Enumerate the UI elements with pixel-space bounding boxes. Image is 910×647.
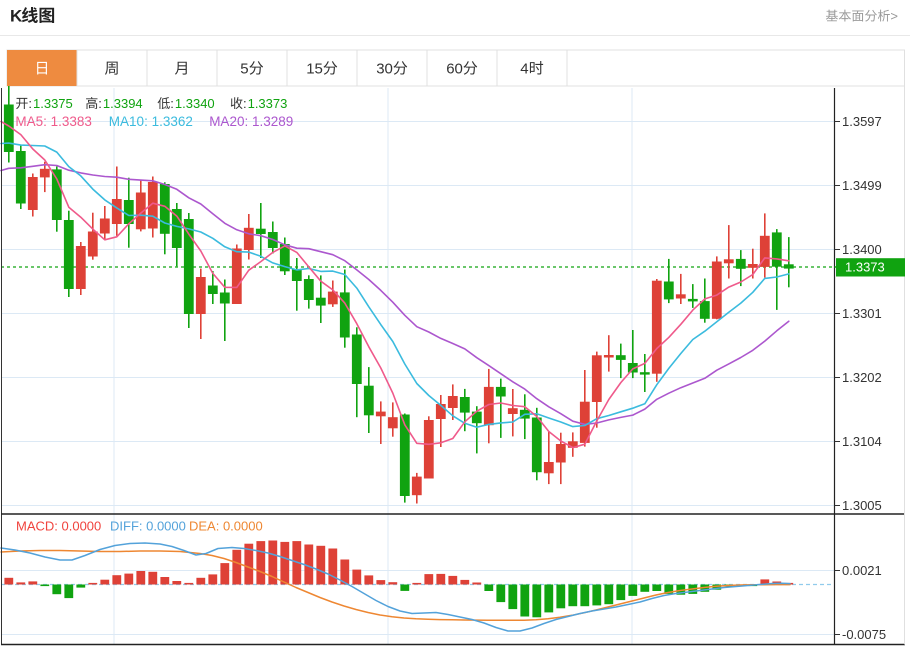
- svg-text::: :: [170, 96, 174, 111]
- svg-text::: :: [243, 96, 247, 111]
- svg-text:MA10: 1.3362: MA10: 1.3362: [109, 114, 193, 129]
- svg-text:0.0021: 0.0021: [842, 563, 882, 578]
- svg-text:DEA: 0.0000: DEA: 0.0000: [189, 519, 263, 534]
- svg-text:1.3301: 1.3301: [842, 306, 882, 321]
- svg-text:K: K: [10, 7, 23, 26]
- svg-text:MA20: 1.3289: MA20: 1.3289: [209, 114, 293, 129]
- svg-text:MA5: 1.3383: MA5: 1.3383: [15, 114, 92, 129]
- svg-text:1.3340: 1.3340: [175, 96, 215, 111]
- svg-text:1.3202: 1.3202: [842, 370, 882, 385]
- svg-text:1.3394: 1.3394: [103, 96, 143, 111]
- svg-text::: :: [98, 96, 102, 111]
- svg-text:1.3375: 1.3375: [33, 96, 73, 111]
- svg-text:DIFF: 0.0000: DIFF: 0.0000: [110, 519, 186, 534]
- svg-text:MACD: 0.0000: MACD: 0.0000: [16, 519, 101, 534]
- svg-text:1.3400: 1.3400: [842, 242, 882, 257]
- svg-text:1.3104: 1.3104: [842, 434, 882, 449]
- svg-text::: :: [28, 96, 32, 111]
- svg-text:1.3597: 1.3597: [842, 114, 882, 129]
- svg-text:1.3005: 1.3005: [842, 498, 882, 513]
- svg-text:-0.0075: -0.0075: [842, 627, 886, 642]
- svg-text:1.3373: 1.3373: [845, 260, 885, 275]
- svg-text:>: >: [890, 9, 898, 24]
- svg-text:1.3373: 1.3373: [248, 96, 288, 111]
- svg-text:60: 60: [446, 61, 463, 78]
- svg-text:4: 4: [520, 61, 528, 78]
- svg-text:5: 5: [240, 61, 248, 78]
- svg-text:30: 30: [376, 61, 393, 78]
- svg-text:1.3499: 1.3499: [842, 178, 882, 193]
- svg-text:15: 15: [306, 61, 323, 78]
